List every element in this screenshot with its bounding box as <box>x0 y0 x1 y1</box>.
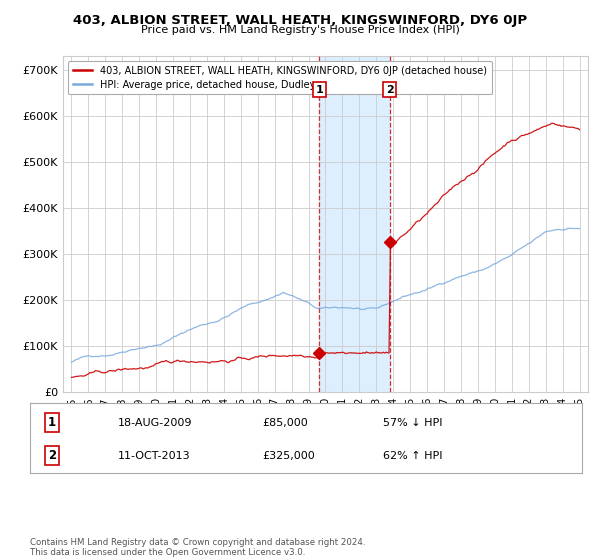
Text: 1: 1 <box>316 85 323 95</box>
Legend: 403, ALBION STREET, WALL HEATH, KINGSWINFORD, DY6 0JP (detached house), HPI: Ave: 403, ALBION STREET, WALL HEATH, KINGSWIN… <box>68 61 492 95</box>
Text: 62% ↑ HPI: 62% ↑ HPI <box>383 451 443 461</box>
Text: 2: 2 <box>48 449 56 462</box>
Text: Contains HM Land Registry data © Crown copyright and database right 2024.
This d: Contains HM Land Registry data © Crown c… <box>30 538 365 557</box>
Text: 57% ↓ HPI: 57% ↓ HPI <box>383 418 443 428</box>
Text: £85,000: £85,000 <box>262 418 308 428</box>
Text: 1: 1 <box>48 416 56 430</box>
Text: 18-AUG-2009: 18-AUG-2009 <box>118 418 193 428</box>
Text: Price paid vs. HM Land Registry's House Price Index (HPI): Price paid vs. HM Land Registry's House … <box>140 25 460 35</box>
Text: 403, ALBION STREET, WALL HEATH, KINGSWINFORD, DY6 0JP: 403, ALBION STREET, WALL HEATH, KINGSWIN… <box>73 14 527 27</box>
Text: 11-OCT-2013: 11-OCT-2013 <box>118 451 191 461</box>
Text: 2: 2 <box>386 85 394 95</box>
Text: £325,000: £325,000 <box>262 451 314 461</box>
Bar <box>319 56 389 392</box>
